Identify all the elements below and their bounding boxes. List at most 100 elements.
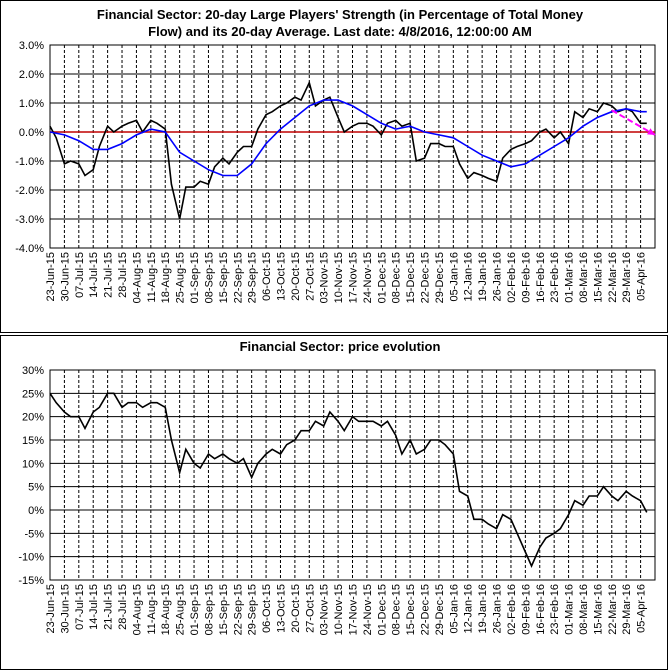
x-tick-label: 30-Jun-15: [59, 584, 71, 634]
x-tick-label: 07-Jul-15: [74, 252, 86, 298]
y-tick-label: -10%: [18, 552, 44, 564]
x-tick-label: 07-Jul-15: [74, 584, 86, 630]
y-tick-label: -5%: [24, 528, 44, 540]
x-tick-label: 27-Oct-15: [304, 584, 316, 633]
x-tick-label: 29-Sep-15: [247, 252, 259, 303]
y-tick-label: 20%: [22, 412, 44, 424]
x-tick-label: 22-Mar-16: [607, 252, 619, 303]
x-tick-label: 09-Feb-16: [520, 252, 532, 303]
x-tick-label: 23-Feb-16: [549, 252, 561, 303]
x-tick-label: 17-Nov-15: [348, 252, 360, 303]
x-tick-label: 01-Dec-15: [376, 584, 388, 635]
x-tick-label: 06-Oct-15: [261, 252, 273, 301]
x-tick-label: 01-Sep-15: [189, 252, 201, 303]
panel-frame: [0, 335, 668, 670]
x-tick-label: 12-Jan-16: [463, 252, 475, 302]
x-tick-label: 29-Mar-16: [621, 584, 633, 635]
x-tick-label: 03-Nov-15: [319, 252, 331, 303]
x-tick-label: 05-Apr-16: [636, 584, 648, 633]
x-tick-label: 16-Feb-16: [535, 252, 547, 303]
x-tick-label: 29-Sep-15: [247, 584, 259, 635]
trend-arrow: [611, 109, 656, 136]
x-tick-label: 13-Oct-15: [275, 252, 287, 301]
chart-title: Financial Sector: 20-day Large Players' …: [97, 7, 584, 22]
x-tick-label: 12-Jan-16: [463, 584, 475, 634]
x-tick-label: 29-Mar-16: [621, 252, 633, 303]
x-tick-label: 10-Nov-15: [333, 584, 345, 635]
y-tick-label: 0.0%: [19, 127, 44, 139]
chart-title: Flow) and its 20-day Average. Last date:…: [148, 24, 532, 39]
y-tick-label: 25%: [22, 388, 44, 400]
x-tick-label: 20-Oct-15: [290, 584, 302, 633]
panel-frame: [0, 0, 668, 333]
x-tick-label: 18-Aug-15: [160, 584, 172, 635]
x-tick-label: 26-Jan-16: [492, 252, 504, 302]
x-tick-label: 15-Dec-15: [405, 584, 417, 635]
plot-frame: [49, 44, 656, 249]
x-tick-label: 21-Jul-15: [103, 252, 115, 298]
x-tick-label: 28-Jul-15: [117, 584, 129, 630]
x-tick-label: 04-Aug-15: [131, 252, 143, 303]
x-tick-label: 13-Oct-15: [275, 584, 287, 633]
x-tick-label: 22-Sep-15: [232, 252, 244, 303]
series-line: [49, 392, 648, 568]
y-tick-label: 2.0%: [19, 69, 44, 81]
x-tick-label: 29-Dec-15: [434, 252, 446, 303]
x-tick-label: 15-Mar-16: [592, 584, 604, 635]
series-line: [49, 80, 647, 220]
x-tick-label: 15-Mar-16: [592, 252, 604, 303]
y-tick-label: -2.0%: [15, 185, 44, 197]
x-tick-label: 28-Jul-15: [117, 252, 129, 298]
x-tick-label: 08-Mar-16: [578, 584, 590, 635]
x-tick-label: 03-Nov-15: [319, 584, 331, 635]
x-tick-label: 01-Sep-15: [189, 584, 201, 635]
x-tick-label: 02-Feb-16: [506, 252, 518, 303]
x-tick-label: 21-Jul-15: [103, 584, 115, 630]
x-tick-label: 23-Jun-15: [45, 584, 57, 634]
y-tick-label: -1.0%: [15, 156, 44, 168]
x-tick-label: 05-Jan-16: [448, 252, 460, 302]
x-tick-label: 22-Dec-15: [420, 584, 432, 635]
y-tick-label: 10%: [22, 458, 44, 470]
x-tick-label: 04-Aug-15: [131, 584, 143, 635]
x-tick-label: 08-Sep-15: [203, 252, 215, 303]
x-tick-label: 01-Dec-15: [376, 252, 388, 303]
x-tick-label: 25-Aug-15: [175, 584, 187, 635]
y-tick-label: -3.0%: [15, 214, 44, 226]
x-tick-label: 30-Jun-15: [59, 252, 71, 302]
y-tick-label: 30%: [22, 365, 44, 377]
x-tick-label: 10-Nov-15: [333, 252, 345, 303]
plot-frame: [49, 369, 656, 581]
x-tick-label: 17-Nov-15: [348, 584, 360, 635]
y-tick-label: 3.0%: [19, 40, 44, 52]
x-tick-label: 15-Dec-15: [405, 252, 417, 303]
x-tick-label: 18-Aug-15: [160, 252, 172, 303]
x-tick-label: 19-Jan-16: [477, 584, 489, 634]
x-tick-label: 01-Mar-16: [564, 584, 576, 635]
x-tick-label: 06-Oct-15: [261, 584, 273, 633]
y-tick-label: -4.0%: [15, 243, 44, 255]
y-tick-label: -15%: [18, 575, 44, 587]
x-tick-label: 27-Oct-15: [304, 252, 316, 301]
arrow-head: [647, 128, 655, 135]
x-tick-label: 09-Feb-16: [520, 584, 532, 635]
x-tick-label: 22-Sep-15: [232, 584, 244, 635]
x-tick-label: 29-Dec-15: [434, 584, 446, 635]
x-tick-label: 24-Nov-15: [362, 252, 374, 303]
x-tick-label: 08-Sep-15: [203, 584, 215, 635]
x-tick-label: 25-Aug-15: [175, 252, 187, 303]
x-tick-label: 22-Dec-15: [420, 252, 432, 303]
x-tick-label: 15-Sep-15: [218, 252, 230, 303]
x-tick-label: 08-Dec-15: [391, 584, 403, 635]
x-tick-label: 05-Jan-16: [448, 584, 460, 634]
x-tick-label: 11-Aug-15: [146, 252, 158, 303]
x-tick-label: 01-Mar-16: [564, 252, 576, 303]
x-tick-label: 20-Oct-15: [290, 252, 302, 301]
x-tick-label: 19-Jan-16: [477, 252, 489, 302]
y-tick-label: 1.0%: [19, 98, 44, 110]
x-tick-label: 11-Aug-15: [146, 584, 158, 635]
x-tick-label: 24-Nov-15: [362, 584, 374, 635]
x-tick-label: 05-Apr-16: [636, 252, 648, 301]
x-tick-label: 08-Mar-16: [578, 252, 590, 303]
x-tick-label: 14-Jul-15: [88, 584, 100, 630]
